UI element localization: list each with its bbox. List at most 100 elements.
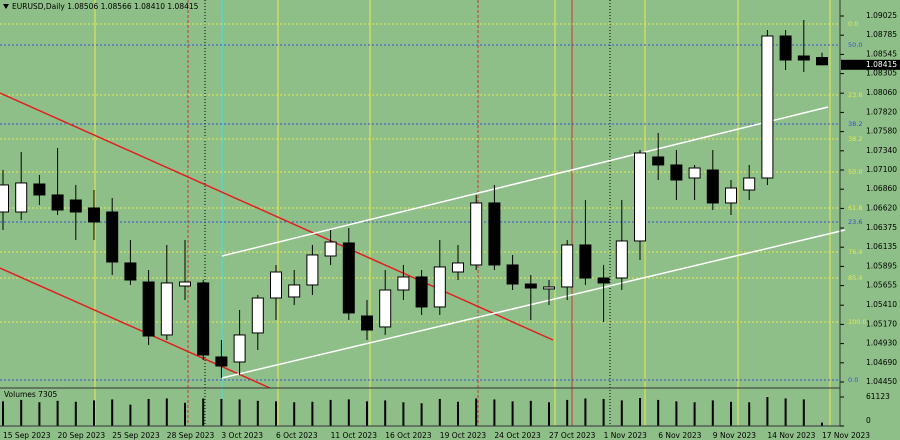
fib-label: 0.0 — [848, 376, 858, 384]
x-tick-label: 19 Oct 2023 — [440, 431, 487, 440]
y-tick-label: 1.07340 — [866, 146, 897, 155]
candle-body — [488, 202, 501, 266]
x-tick-label: 24 Oct 2023 — [494, 431, 541, 440]
trend-line — [0, 92, 554, 341]
y-tick-label: 1.07820 — [866, 107, 897, 116]
fib-label: 38.2 — [848, 120, 862, 128]
candle-body — [433, 266, 446, 308]
candle-body — [179, 281, 191, 287]
candle-body — [33, 183, 46, 196]
x-tick-label: 14 Nov 2023 — [767, 431, 815, 440]
x-tick-label: 6 Oct 2023 — [276, 431, 318, 440]
fib-label: 0.0 — [848, 20, 858, 28]
fib-label: 23.6 — [848, 91, 862, 99]
candle-body — [197, 282, 210, 356]
candle-body — [470, 202, 483, 266]
x-tick-label: 28 Sep 2023 — [167, 431, 215, 440]
y-tick-label: 1.06620 — [866, 203, 897, 212]
candle-body — [361, 315, 373, 331]
candles — [0, 20, 828, 378]
candle-body — [106, 211, 119, 263]
candle-body — [397, 276, 410, 291]
fib-label: 85.4 — [848, 274, 862, 282]
candle-body — [725, 187, 737, 204]
x-tick-label: 25 Sep 2023 — [112, 431, 160, 440]
candle-body — [561, 244, 574, 288]
trend-line — [0, 267, 271, 389]
last-price-box — [841, 59, 900, 70]
candle-body — [379, 289, 392, 328]
candle-body — [215, 356, 228, 367]
candle-body — [743, 177, 756, 191]
y-tick-label: 1.05170 — [866, 319, 897, 328]
chart-title: EURUSD,Daily 1.08506 1.08566 1.08410 1.0… — [12, 2, 199, 11]
x-tick-label: 16 Oct 2023 — [385, 431, 432, 440]
candle-body — [706, 169, 719, 204]
fib-label: 38.2 — [848, 135, 862, 143]
candle-body — [160, 282, 173, 336]
candle-body — [816, 57, 828, 66]
candle-body — [524, 283, 537, 289]
y-tick-label: 1.06135 — [866, 242, 897, 251]
y-tick-label: 1.08785 — [866, 30, 897, 39]
candle-body — [15, 182, 28, 213]
y-tick-label: 1.04930 — [866, 339, 897, 348]
candle-body — [69, 199, 82, 213]
candle-body — [634, 152, 646, 242]
x-tick-label: 17 Nov 2023 — [822, 431, 870, 440]
title-icon — [3, 4, 9, 9]
fib-label: 23.6 — [848, 218, 862, 226]
price-axis: 1.09025 1.08785 1.08545 1.08305 1.08060 1.078… — [3, 11, 900, 440]
candle-body — [670, 164, 683, 181]
volume-title: Volumes 7305 — [4, 390, 58, 399]
candle-body — [652, 156, 665, 166]
fib-label: 50.0 — [848, 41, 862, 49]
y-tick-label: 1.07100 — [866, 165, 897, 174]
candle-body — [342, 242, 355, 314]
y-tick-label: 1.09025 — [866, 11, 897, 20]
candle-body — [88, 207, 100, 223]
candle-body — [688, 167, 701, 179]
trend-lines — [0, 92, 846, 389]
candle-body — [142, 281, 155, 337]
candle-body — [615, 240, 628, 279]
trend-line — [221, 106, 829, 257]
fib-label: 100.0 — [848, 318, 867, 326]
x-tick-label: 11 Oct 2023 — [331, 431, 378, 440]
y-tick-label: 1.08060 — [866, 88, 897, 97]
x-tick-label: 27 Oct 2023 — [549, 431, 596, 440]
y-tick-label: 1.06375 — [866, 223, 897, 232]
candle-body — [51, 194, 64, 211]
trend-line — [221, 229, 846, 379]
candle-body — [761, 35, 774, 179]
candle-body — [779, 35, 792, 61]
candle-body — [579, 244, 592, 279]
fib-label: 50.0 — [848, 168, 862, 176]
y-tick-label: 1.05655 — [866, 281, 897, 290]
candle-body — [506, 264, 519, 285]
y-tick-label: 61123 — [866, 392, 890, 401]
y-tick-label: 1.07580 — [866, 127, 897, 136]
x-tick-label: 6 Nov 2023 — [658, 431, 701, 440]
x-tick-label: 15 Sep 2023 — [3, 431, 51, 440]
x-tick-label: 1 Nov 2023 — [604, 431, 647, 440]
y-tick-label: 1.08545 — [866, 49, 897, 58]
y-tick-label: 1.04690 — [866, 358, 897, 367]
last-price-label: 1.08415 — [866, 60, 897, 69]
fib-label: 61.8 — [848, 204, 862, 212]
candle-body — [233, 334, 246, 363]
y-tick-label: 1.05410 — [866, 300, 897, 309]
x-tick-label: 9 Nov 2023 — [713, 431, 756, 440]
candle-body — [415, 276, 428, 308]
candle-body — [251, 297, 264, 334]
volume-panel — [2, 397, 823, 426]
x-tick-label: 3 Oct 2023 — [221, 431, 263, 440]
candle-body — [324, 241, 337, 257]
candle-body — [452, 262, 464, 273]
fib-label: 76.4 — [848, 248, 862, 256]
candle-body — [0, 184, 9, 213]
y-tick-label: 1.04450 — [866, 377, 897, 386]
